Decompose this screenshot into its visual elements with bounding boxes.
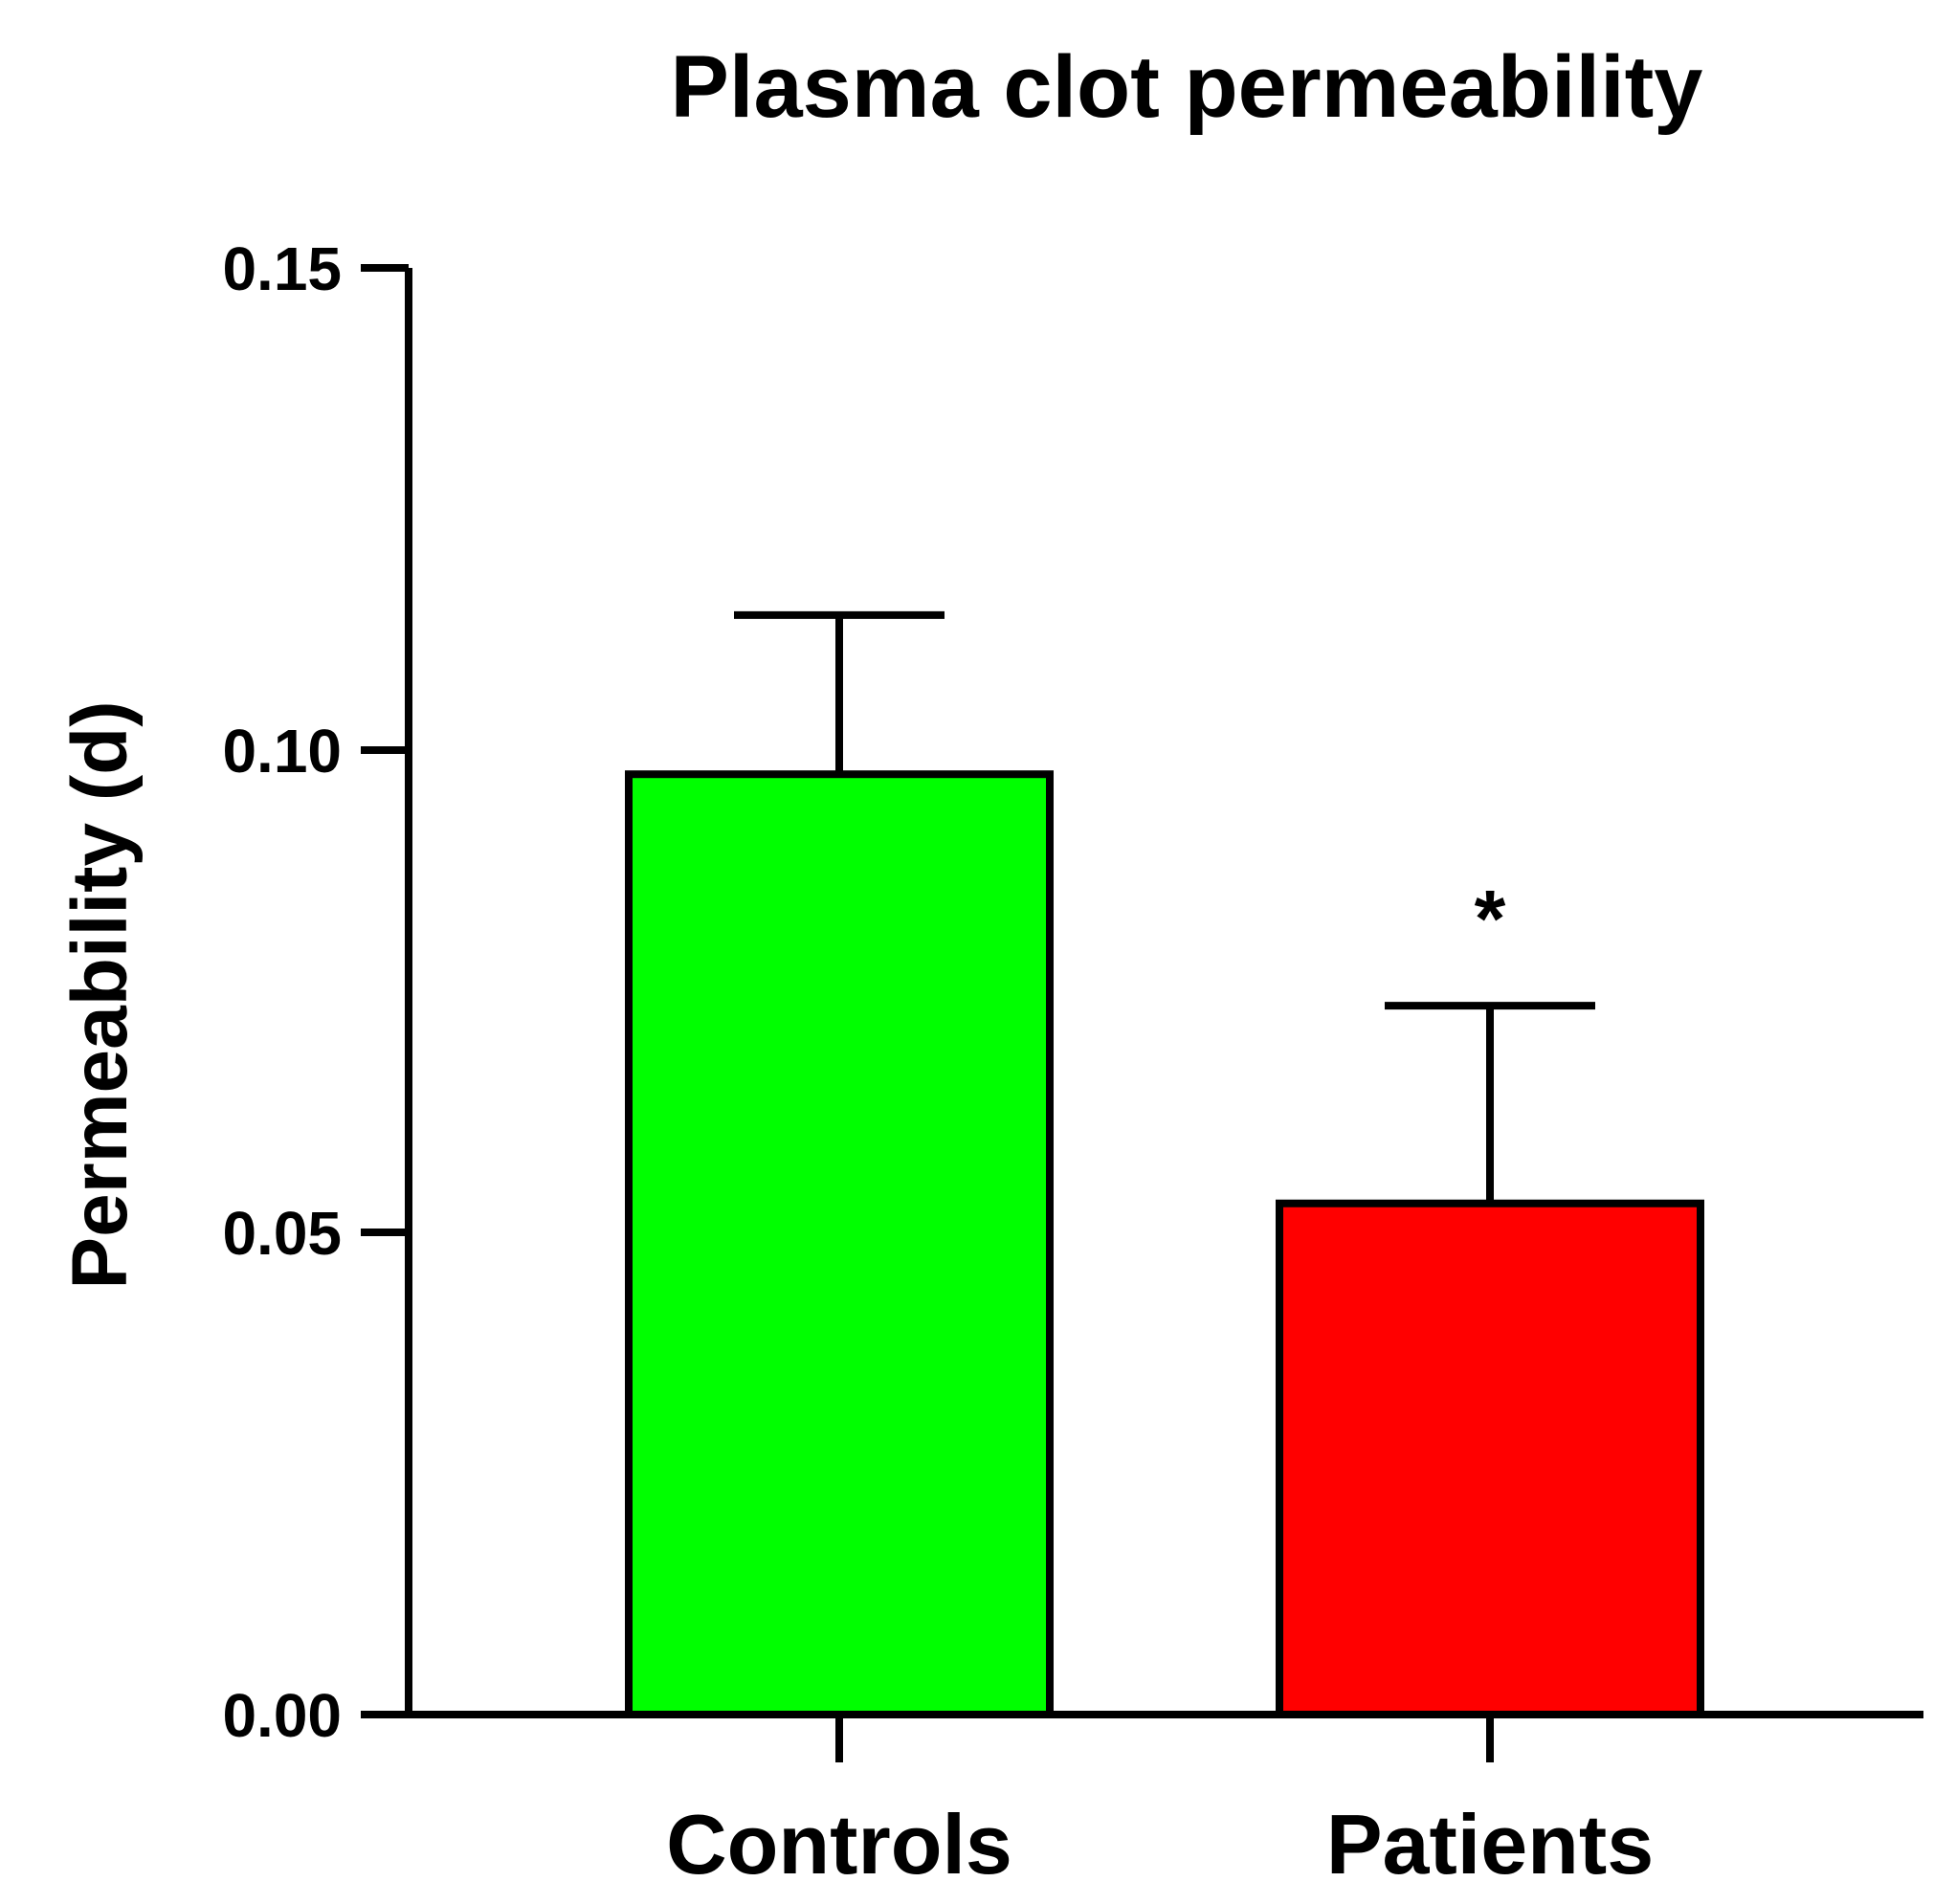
chart-title: Plasma clot permeability [671, 38, 1703, 136]
y-tick-label: 0.15 [222, 234, 342, 303]
bars-group [625, 770, 1704, 1718]
y-tick-label: 0.05 [222, 1199, 342, 1268]
y-axis-label: Permeability (d) [56, 700, 144, 1289]
x-tick-label-patients: Patients [1326, 1797, 1654, 1892]
bar-patients [1276, 1199, 1704, 1718]
significance-marker: * [1475, 874, 1506, 963]
x-tick-label-controls: Controls [666, 1797, 1012, 1892]
y-tick-label: 0.10 [222, 717, 342, 786]
bar-controls [625, 770, 1054, 1718]
y-tick-label: 0.00 [222, 1681, 342, 1750]
axes: 0.00 0.05 0.10 0.15 Controls Patients [222, 234, 1923, 1892]
error-bars-group [734, 610, 1595, 1204]
annotations-group: * [1475, 874, 1506, 963]
